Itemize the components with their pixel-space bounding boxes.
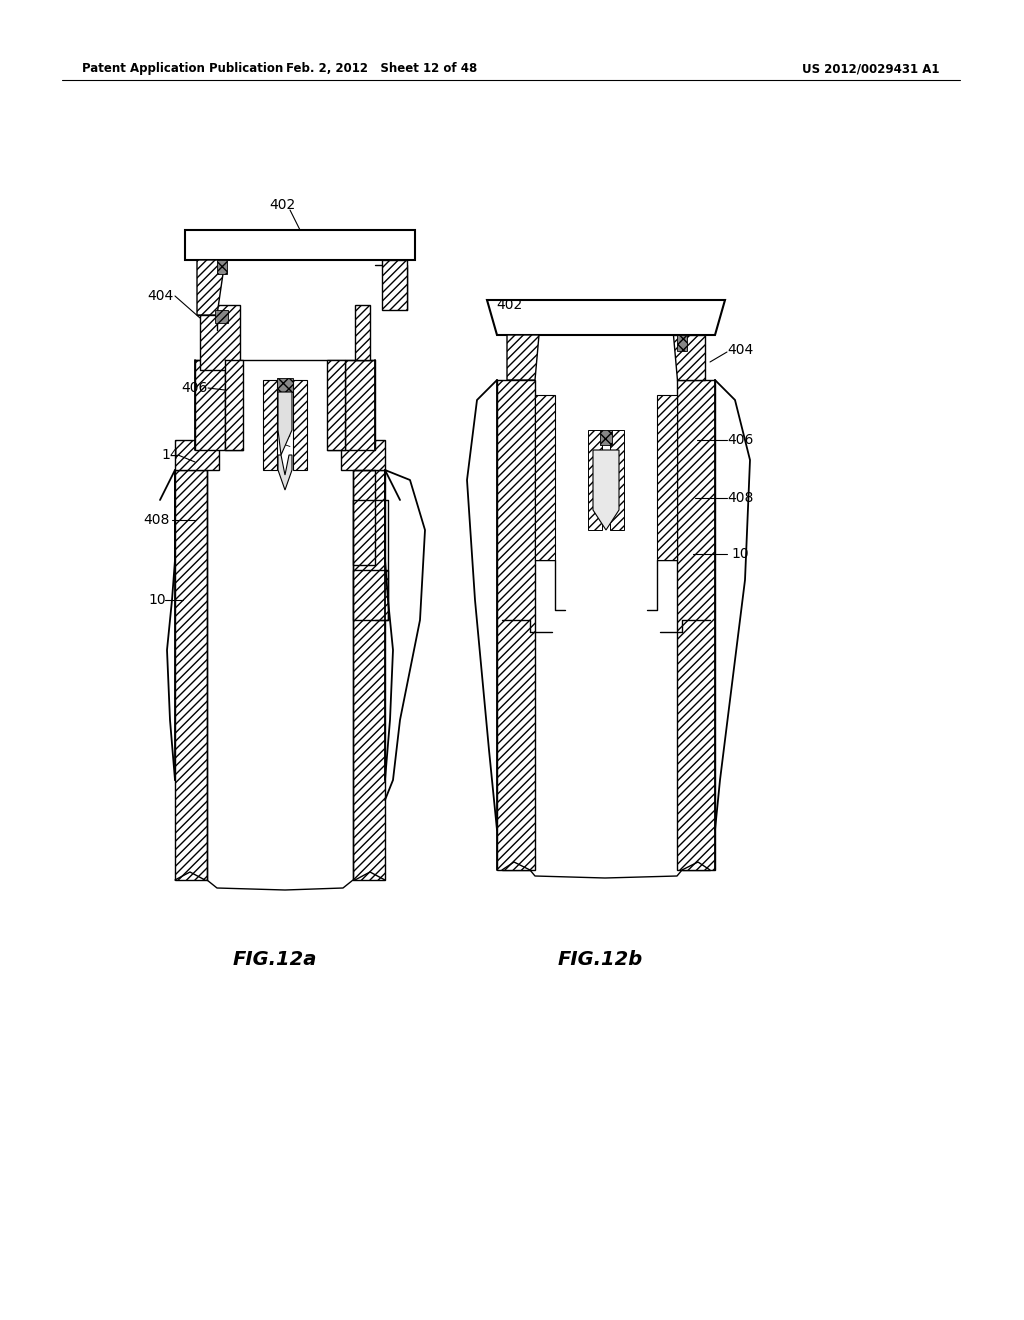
Polygon shape	[353, 500, 375, 565]
Polygon shape	[353, 470, 385, 880]
Polygon shape	[185, 230, 415, 260]
Text: 404: 404	[727, 343, 753, 356]
Polygon shape	[175, 470, 207, 880]
Polygon shape	[353, 570, 388, 620]
Polygon shape	[225, 360, 243, 450]
Polygon shape	[293, 380, 307, 470]
Polygon shape	[263, 380, 278, 470]
Polygon shape	[535, 395, 555, 560]
Polygon shape	[175, 440, 219, 470]
Text: 406: 406	[182, 381, 208, 395]
Polygon shape	[593, 450, 618, 531]
Text: 14: 14	[161, 447, 179, 462]
Polygon shape	[535, 380, 677, 870]
Text: 10: 10	[148, 593, 166, 607]
Polygon shape	[355, 305, 370, 360]
Text: 402: 402	[269, 198, 295, 213]
Polygon shape	[217, 260, 227, 275]
Polygon shape	[507, 335, 539, 380]
Text: 10: 10	[731, 546, 749, 561]
Polygon shape	[200, 305, 240, 370]
Polygon shape	[278, 455, 292, 490]
Text: 408: 408	[727, 491, 754, 506]
Polygon shape	[278, 392, 292, 455]
Polygon shape	[497, 380, 535, 870]
Polygon shape	[682, 620, 710, 870]
Polygon shape	[677, 380, 715, 870]
Text: US 2012/0029431 A1: US 2012/0029431 A1	[803, 62, 940, 75]
Polygon shape	[197, 260, 225, 315]
Text: FIG.12b: FIG.12b	[557, 950, 643, 969]
Polygon shape	[673, 335, 705, 380]
Polygon shape	[487, 300, 725, 335]
Polygon shape	[657, 395, 677, 560]
Polygon shape	[195, 360, 225, 450]
Text: Feb. 2, 2012   Sheet 12 of 48: Feb. 2, 2012 Sheet 12 of 48	[287, 62, 477, 75]
Polygon shape	[382, 260, 407, 310]
Text: 406: 406	[727, 433, 754, 447]
Text: 404: 404	[146, 289, 173, 304]
Text: FIG.12a: FIG.12a	[232, 950, 317, 969]
Text: 408: 408	[143, 513, 170, 527]
Polygon shape	[610, 430, 624, 531]
Polygon shape	[600, 430, 612, 445]
Text: Patent Application Publication: Patent Application Publication	[82, 62, 284, 75]
Polygon shape	[278, 378, 293, 392]
Polygon shape	[345, 360, 375, 450]
Polygon shape	[677, 335, 687, 351]
Text: 402: 402	[496, 298, 522, 312]
Polygon shape	[341, 440, 385, 470]
Polygon shape	[215, 310, 228, 323]
Polygon shape	[588, 430, 602, 531]
Polygon shape	[327, 360, 345, 450]
Polygon shape	[502, 620, 530, 870]
